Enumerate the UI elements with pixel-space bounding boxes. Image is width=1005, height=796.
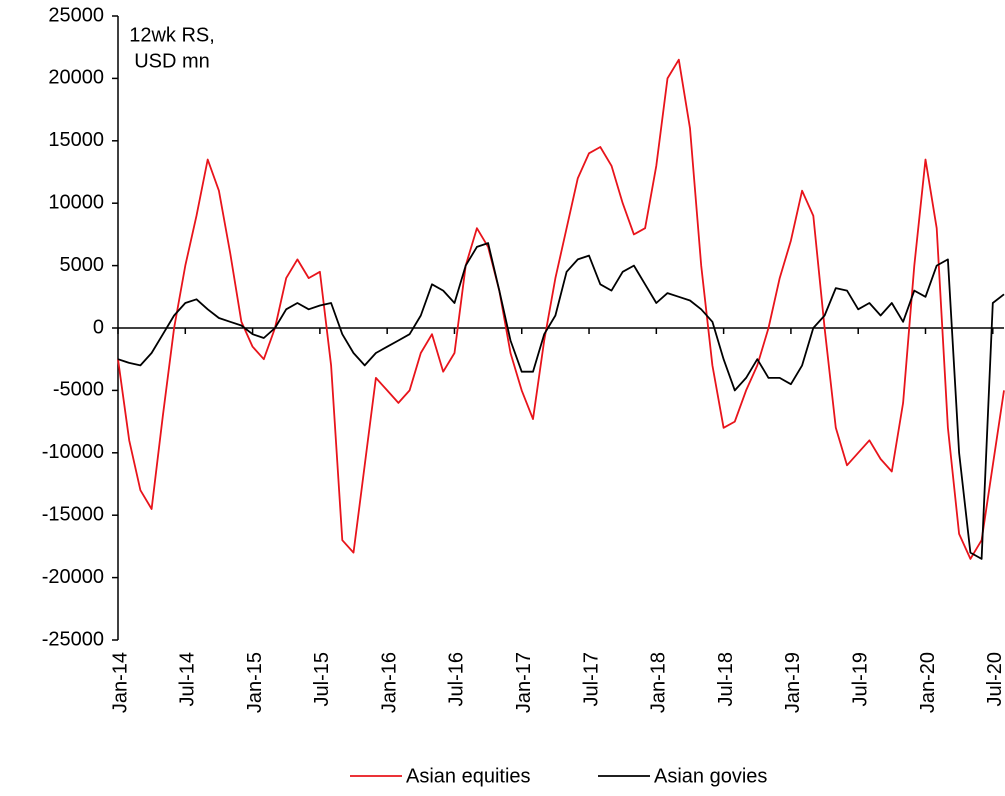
x-tick-label: Jan-19 <box>782 652 804 713</box>
x-tick-label: Jan-14 <box>109 652 131 713</box>
y-tick-label: -10000 <box>42 441 104 463</box>
x-tick-label: Jan-16 <box>378 652 400 713</box>
y-tick-label: -20000 <box>42 566 104 588</box>
annotation: USD mn <box>134 50 210 72</box>
y-tick-label: 10000 <box>48 191 104 213</box>
x-tick-label: Jul-18 <box>715 652 737 706</box>
y-tick-label: 0 <box>93 316 104 338</box>
x-tick-label: Jul-19 <box>849 652 871 706</box>
x-tick-label: Jul-20 <box>984 652 1005 706</box>
data-line <box>117 242 1005 560</box>
y-tick-label: 25000 <box>48 4 104 26</box>
data-line <box>117 58 1005 560</box>
legend-label: Asian govies <box>654 765 767 787</box>
x-tick-label: Jan-18 <box>648 652 670 713</box>
y-tick-label: 20000 <box>48 67 104 89</box>
x-tick-label: Jul-15 <box>311 652 333 706</box>
y-tick-label: 15000 <box>48 129 104 151</box>
x-tick-label: Jan-15 <box>244 652 266 713</box>
legend-label: Asian equities <box>406 765 531 787</box>
annotation: 12wk RS, <box>129 24 215 46</box>
y-tick-label: 5000 <box>60 254 105 276</box>
x-tick-label: Jul-16 <box>446 652 468 706</box>
x-tick-label: Jan-17 <box>513 652 535 713</box>
x-tick-label: Jul-14 <box>177 652 199 706</box>
x-tick-label: Jul-17 <box>580 652 602 706</box>
x-tick-label: Jan-20 <box>917 652 939 713</box>
y-tick-label: -15000 <box>42 503 104 525</box>
y-tick-label: -25000 <box>42 628 104 650</box>
y-tick-label: -5000 <box>53 379 104 401</box>
